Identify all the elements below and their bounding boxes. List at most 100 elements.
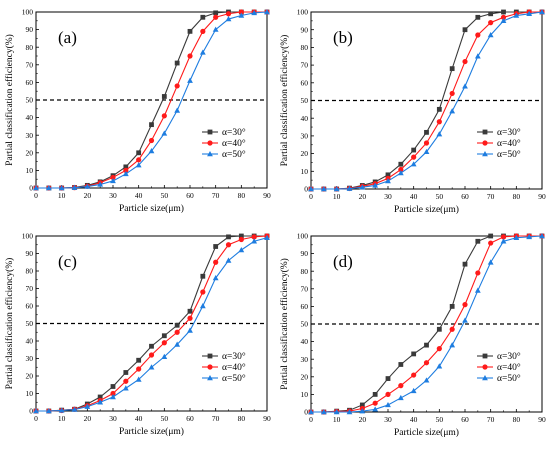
data-point bbox=[225, 257, 232, 263]
data-point bbox=[123, 167, 129, 173]
data-point bbox=[474, 287, 481, 293]
legend-label: α=30° bbox=[497, 127, 521, 138]
legend: α=30°α=40°α=50° bbox=[477, 351, 521, 384]
data-point bbox=[487, 32, 494, 38]
chart-panel-1: 0 10 20 30 40 50 60 70 80 90 100 0 10 20 30 40 50 60 70 80 9… bbox=[4, 8, 271, 214]
data-point bbox=[110, 177, 116, 184]
legend: α=30°α=40°α=50° bbox=[477, 127, 521, 160]
x-tick-label: 50 bbox=[161, 191, 169, 200]
y-tick-label: 40 bbox=[301, 337, 309, 346]
data-point bbox=[199, 49, 206, 55]
legend-label: α=50° bbox=[497, 149, 521, 160]
legend-marker bbox=[207, 151, 213, 157]
x-tick-label: 50 bbox=[161, 414, 169, 423]
y-tick-label: 40 bbox=[301, 114, 309, 123]
x-tick-label: 10 bbox=[58, 414, 66, 423]
legend-item: α=50° bbox=[477, 373, 521, 384]
data-point bbox=[212, 26, 219, 32]
y-tick-label: 90 bbox=[301, 25, 309, 34]
data-point bbox=[174, 107, 181, 113]
legend-label: α=40° bbox=[222, 138, 246, 149]
data-point bbox=[475, 14, 481, 20]
data-point bbox=[45, 185, 52, 191]
legend: α=30°α=40°α=50° bbox=[202, 127, 246, 160]
data-point bbox=[423, 377, 430, 383]
x-axis-title: Particle size(μm) bbox=[119, 203, 184, 214]
data-point bbox=[149, 122, 154, 128]
x-tick-label: 50 bbox=[436, 415, 444, 424]
data-point bbox=[161, 113, 167, 119]
data-point bbox=[488, 11, 494, 17]
data-point bbox=[71, 406, 78, 412]
data-point bbox=[436, 346, 442, 352]
data-point bbox=[213, 14, 219, 20]
y-axis-title: Partial classification efficiency(%) bbox=[4, 258, 15, 390]
data-point bbox=[123, 164, 129, 170]
data-point bbox=[110, 390, 116, 397]
data-point bbox=[136, 157, 142, 163]
data-point bbox=[148, 352, 155, 358]
data-point bbox=[97, 399, 104, 405]
y-tick-label: 10 bbox=[301, 167, 309, 176]
y-tick-label: 20 bbox=[301, 372, 309, 381]
x-axis-title: Particle size(μm) bbox=[394, 427, 459, 438]
legend-item: α=40° bbox=[477, 138, 521, 149]
y-tick-label: 90 bbox=[26, 25, 34, 34]
data-point bbox=[436, 363, 443, 369]
x-tick-label: 40 bbox=[410, 415, 418, 424]
data-point bbox=[449, 66, 455, 72]
data-point bbox=[33, 185, 39, 191]
data-point bbox=[411, 147, 417, 153]
data-point bbox=[488, 240, 494, 246]
legend-marker bbox=[482, 353, 488, 359]
x-tick-label: 50 bbox=[436, 192, 444, 201]
x-tick-label: 80 bbox=[238, 191, 246, 200]
data-point bbox=[251, 234, 257, 240]
y-tick-label: 20 bbox=[26, 372, 34, 381]
data-point bbox=[436, 131, 443, 137]
data-point bbox=[372, 400, 378, 406]
y-tick-label: 80 bbox=[26, 267, 34, 276]
chart-panel-2: 0 10 20 30 40 50 60 70 80 90 100 0 10 20 30 40 50 60 70 80 9… bbox=[279, 8, 546, 215]
data-point bbox=[200, 14, 206, 20]
legend-item: α=30° bbox=[202, 351, 246, 362]
x-tick-label: 20 bbox=[359, 415, 367, 424]
data-point bbox=[359, 402, 365, 408]
data-point bbox=[410, 161, 417, 167]
data-point bbox=[58, 407, 65, 413]
data-point bbox=[411, 351, 417, 357]
data-point bbox=[487, 259, 494, 265]
data-point bbox=[398, 362, 404, 367]
legend-item: α=40° bbox=[202, 138, 246, 149]
data-point bbox=[123, 378, 129, 384]
x-tick-label: 90 bbox=[538, 192, 546, 201]
x-tick-label: 30 bbox=[109, 191, 117, 200]
data-point bbox=[423, 140, 430, 146]
x-tick-label: 40 bbox=[135, 414, 143, 423]
data-point bbox=[346, 185, 353, 191]
x-tick-label: 30 bbox=[384, 192, 392, 201]
data-point bbox=[110, 174, 116, 181]
data-point bbox=[475, 238, 481, 244]
data-point bbox=[411, 154, 417, 160]
legend-item: α=40° bbox=[202, 362, 246, 373]
x-tick-label: 0 bbox=[34, 191, 38, 200]
data-point bbox=[398, 383, 404, 389]
data-point bbox=[449, 90, 455, 97]
x-tick-label: 80 bbox=[513, 192, 521, 201]
data-point bbox=[199, 303, 206, 309]
legend-label: α=30° bbox=[497, 351, 521, 362]
data-point bbox=[187, 53, 193, 59]
x-axis-title: Particle size(μm) bbox=[119, 426, 184, 437]
y-tick-label: 80 bbox=[26, 43, 34, 52]
data-point bbox=[187, 77, 193, 83]
legend-marker bbox=[482, 375, 488, 381]
data-point bbox=[238, 9, 244, 15]
series-3 bbox=[308, 9, 545, 192]
y-tick-label: 70 bbox=[26, 60, 34, 69]
x-tick-label: 80 bbox=[513, 415, 521, 424]
y-tick-label: 30 bbox=[301, 355, 309, 364]
data-point bbox=[136, 357, 142, 363]
data-point bbox=[200, 289, 206, 295]
data-point bbox=[238, 236, 244, 243]
